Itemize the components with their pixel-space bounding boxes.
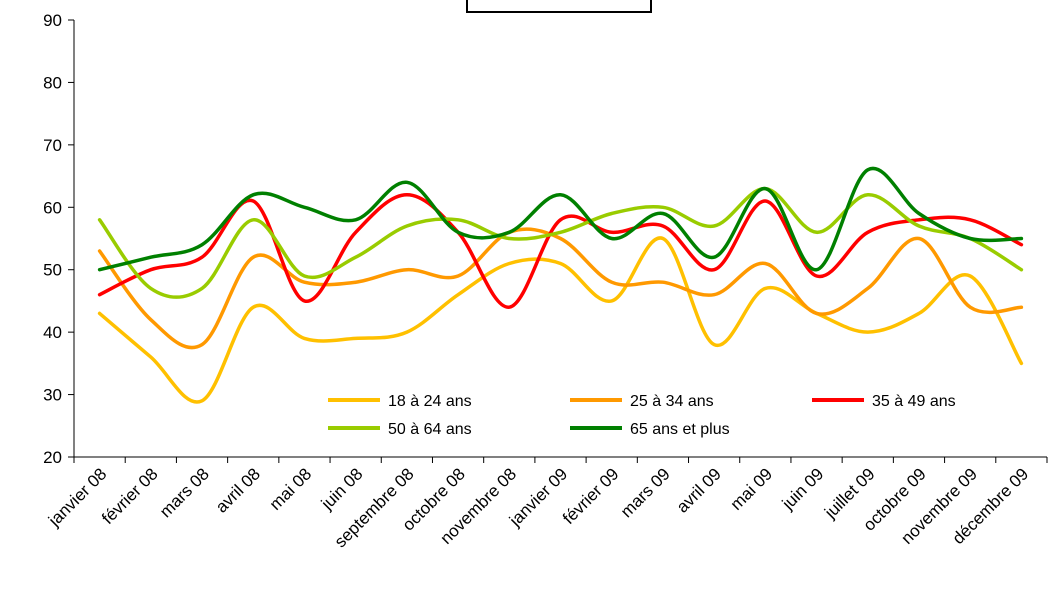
- legend-label: 25 à 34 ans: [630, 393, 714, 410]
- y-tick-label: 40: [43, 323, 62, 342]
- y-tick-label: 30: [43, 386, 62, 405]
- y-tick-label: 50: [43, 261, 62, 280]
- x-tick-label: février 09: [559, 464, 623, 528]
- series-lines: [97, 166, 1024, 404]
- legend: 18 à 24 ans 25 à 34 ans 35 à 49 ans 50 à 64…: [328, 393, 956, 438]
- x-tick-label: juin 09: [778, 464, 828, 514]
- series-line-4: [97, 186, 1024, 299]
- y-tick-label: 20: [43, 448, 62, 467]
- series-line-1: [97, 236, 1024, 404]
- y-tick-label: 80: [43, 73, 62, 92]
- x-tick-label: février 08: [98, 464, 162, 528]
- axes: [73, 20, 1047, 458]
- x-tick-label: mai 09: [727, 464, 777, 514]
- legend-label: 50 à 64 ans: [388, 421, 472, 438]
- x-tick-label: avril 09: [673, 464, 725, 516]
- legend-label: 35 à 49 ans: [872, 393, 956, 410]
- x-tick-label: mars 09: [617, 464, 674, 521]
- y-axis-ticks: 20 30 40 50 60 70 80 90: [43, 11, 74, 467]
- x-tick-label: mai 08: [266, 464, 316, 514]
- y-tick-label: 90: [43, 11, 62, 30]
- y-tick-label: 70: [43, 136, 62, 155]
- x-tick-label: avril 08: [212, 464, 264, 516]
- series-line-2: [97, 227, 1024, 350]
- series-line-3: [97, 193, 1024, 309]
- legend-label: 18 à 24 ans: [388, 393, 472, 410]
- legend-label: 65 ans et plus: [630, 421, 730, 438]
- y-tick-label: 60: [43, 198, 62, 217]
- x-tick-label: mars 08: [156, 464, 213, 521]
- series-line-5: [97, 166, 1024, 272]
- x-tick-label: janvier 08: [44, 464, 110, 530]
- title-box: [466, 0, 652, 13]
- x-tick-label: juin 08: [317, 464, 367, 514]
